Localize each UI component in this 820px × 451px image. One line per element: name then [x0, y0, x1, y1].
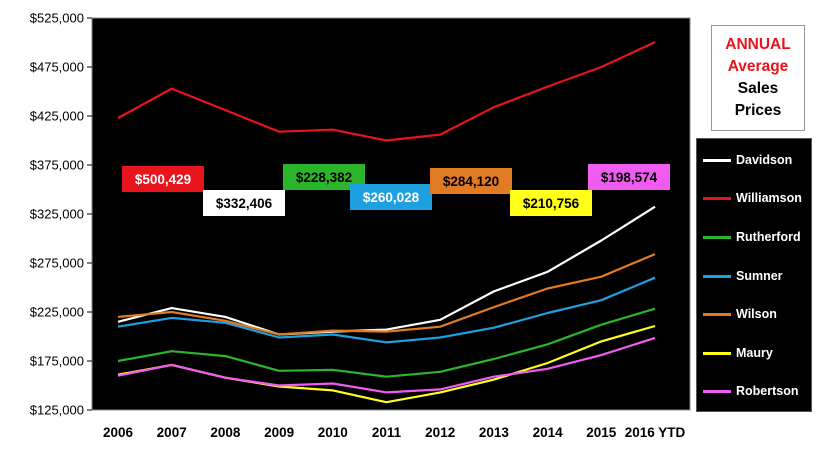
y-tick-label: $525,000: [30, 11, 84, 26]
x-tick-label: 2013: [479, 425, 510, 440]
legend-label: Wilson: [736, 307, 777, 321]
callout-sumner: $260,028: [350, 184, 432, 210]
series-line-rutherford: [117, 307, 656, 378]
legend-label: Williamson: [736, 191, 802, 205]
callout-wilson: $284,120: [430, 168, 512, 194]
x-tick-label: 2011: [372, 425, 402, 440]
callout-label: $284,120: [443, 174, 499, 189]
legend-label: Sumner: [736, 269, 783, 283]
legend-label: Davidson: [736, 153, 793, 167]
callout-box: [203, 190, 285, 216]
legend-swatch: [703, 158, 731, 162]
y-tick-label: $375,000: [30, 158, 84, 173]
x-tick-label: 2016 YTD: [625, 425, 686, 440]
y-tick-label: $325,000: [30, 207, 84, 222]
chart-legend: Davidson Williamson Rutherford Sumner Wilson…: [696, 138, 812, 412]
callout-label: $332,406: [216, 196, 273, 211]
series-line-davidson: [117, 205, 656, 336]
callout-label: $260,028: [363, 190, 420, 205]
callout-davidson: $332,406: [203, 190, 285, 216]
callout-maury: $210,756: [510, 190, 592, 216]
series-line-robertson: [117, 336, 656, 394]
callout-box: [510, 190, 592, 216]
callout-label: $198,574: [601, 170, 658, 185]
chart-title-box: ANNUAL Average Sales Prices: [711, 25, 805, 131]
y-tick-label: $275,000: [30, 256, 84, 271]
title-line-sales: Sales: [737, 80, 779, 97]
x-tick-label: 2012: [425, 425, 455, 440]
legend-swatch: [703, 196, 731, 200]
legend-item-williamson: Williamson: [703, 189, 802, 207]
x-tick-label: 2007: [157, 425, 187, 440]
y-tick-label: $125,000: [30, 403, 84, 418]
legend-swatch: [703, 274, 731, 278]
series-line-williamson: [117, 41, 656, 142]
callout-label: $500,429: [135, 172, 191, 187]
y-tick-label: $475,000: [30, 60, 84, 75]
callout-box: [588, 164, 670, 190]
legend-swatch: [703, 351, 731, 355]
title-line-annual: ANNUAL: [725, 36, 791, 53]
callout-robertson: $198,574: [588, 164, 670, 190]
x-tick-label: 2015: [586, 425, 617, 440]
legend-swatch: [703, 312, 731, 316]
x-tick-label: 2008: [210, 425, 241, 440]
callout-rutherford: $228,382: [283, 164, 365, 190]
legend-swatch: [703, 389, 731, 393]
legend-swatch: [703, 235, 731, 239]
legend-label: Rutherford: [736, 230, 801, 244]
title-line-average: Average: [727, 58, 789, 75]
callout-williamson: $500,429: [122, 166, 204, 192]
series-line-sumner: [117, 276, 656, 344]
x-tick-label: 2010: [318, 425, 348, 440]
y-tick-label: $175,000: [30, 354, 84, 369]
x-tick-label: 2009: [264, 425, 294, 440]
legend-item-sumner: Sumner: [703, 267, 783, 285]
callout-label: $228,382: [296, 170, 352, 185]
legend-item-rutherford: Rutherford: [703, 228, 801, 246]
x-tick-label: 2014: [533, 425, 564, 440]
callout-box: [430, 168, 512, 194]
y-tick-label: $225,000: [30, 305, 84, 320]
legend-item-davidson: Davidson: [703, 151, 792, 169]
series-line-wilson: [117, 253, 656, 336]
legend-item-maury: Maury: [703, 344, 773, 362]
x-tick-label: 2006: [103, 425, 134, 440]
callout-label: $210,756: [523, 196, 580, 211]
legend-item-robertson: Robertson: [703, 382, 799, 400]
title-line-prices: Prices: [734, 102, 782, 119]
legend-label: Maury: [736, 346, 773, 360]
legend-item-wilson: Wilson: [703, 305, 777, 323]
callout-box: [122, 166, 204, 192]
callout-box: [350, 184, 432, 210]
y-tick-label: $425,000: [30, 109, 84, 124]
legend-label: Robertson: [736, 384, 799, 398]
